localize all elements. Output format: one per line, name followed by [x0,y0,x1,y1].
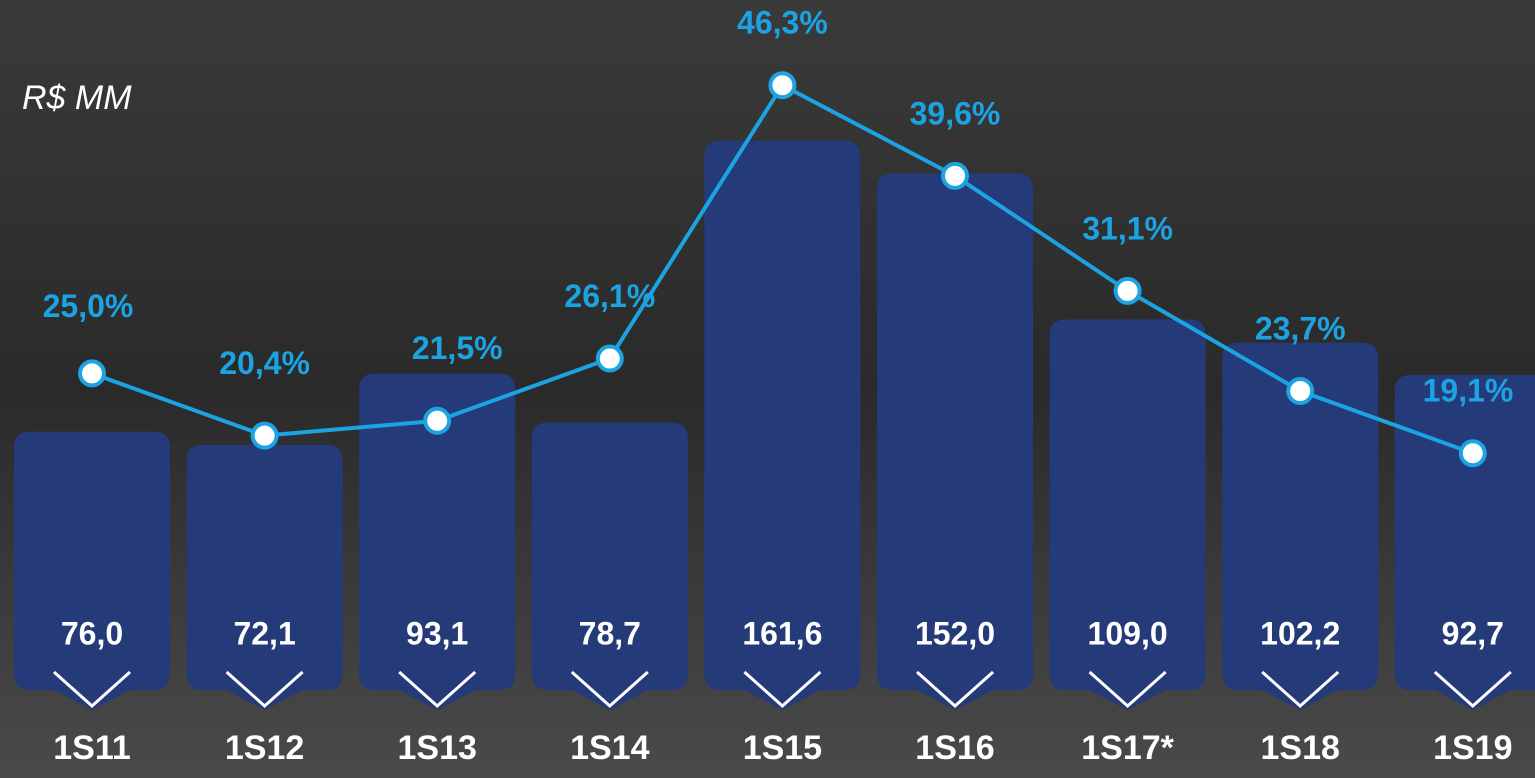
x-tick-label: 1S17* [1081,729,1174,767]
bar [14,431,170,710]
bar-value-label: 78,7 [579,615,641,651]
line-value-label: 25,0% [43,288,134,324]
bar [531,422,688,710]
line-point [595,344,624,373]
pointer [570,670,649,709]
bar [877,173,1033,711]
x-tick-label: 1S14 [570,729,649,767]
x-tick-label: 1S11 [53,729,131,767]
bar-value-label: 76,0 [61,615,123,651]
bar-value-label: 93,1 [406,615,468,651]
line-point [1113,276,1142,305]
bar [704,140,861,710]
line-point [1458,439,1487,468]
pointer [398,670,477,709]
x-tick-label: 1S16 [915,729,994,767]
line-value-label: 26,1% [564,278,655,314]
line-point [250,421,279,450]
line-value-label: 31,1% [1082,210,1173,246]
pointer [915,670,995,709]
bar-value-label: 92,7 [1442,615,1504,651]
bar [1394,374,1535,710]
line-value-label: 46,3% [737,5,828,41]
pointer [1261,670,1340,709]
bar-value-label: 109,0 [1088,615,1168,651]
line-point [1286,377,1315,405]
x-tick-label: 1S15 [743,729,822,767]
bar [359,373,516,710]
line-value-label: 19,1% [1423,373,1514,409]
line-point [941,161,969,190]
x-tick-label: 1S13 [397,729,476,767]
line-point [78,359,106,388]
line-value-label: 21,5% [412,330,503,366]
line-value-label: 23,7% [1255,310,1346,346]
bar [1049,319,1206,710]
line-point [423,406,452,435]
bar-value-label: 72,1 [233,615,295,651]
x-tick-label: 1S12 [225,729,304,767]
pointer [225,670,304,709]
bar-value-label: 161,6 [742,615,822,651]
pointer [1088,670,1167,709]
pointer [52,670,132,709]
pointer [1433,670,1512,709]
bar-value-label: 152,0 [915,615,995,651]
pointer [743,670,822,709]
line-value-label: 20,4% [219,345,310,381]
x-tick-label: 1S18 [1260,729,1339,767]
bar-value-label: 102,2 [1260,615,1340,651]
line-value-label: 39,6% [910,95,1001,131]
x-tick-label: 1S19 [1433,729,1512,767]
bar [186,444,343,710]
unit-label: R$ MM [22,79,132,117]
line-point [768,71,797,100]
bar [1222,342,1379,710]
